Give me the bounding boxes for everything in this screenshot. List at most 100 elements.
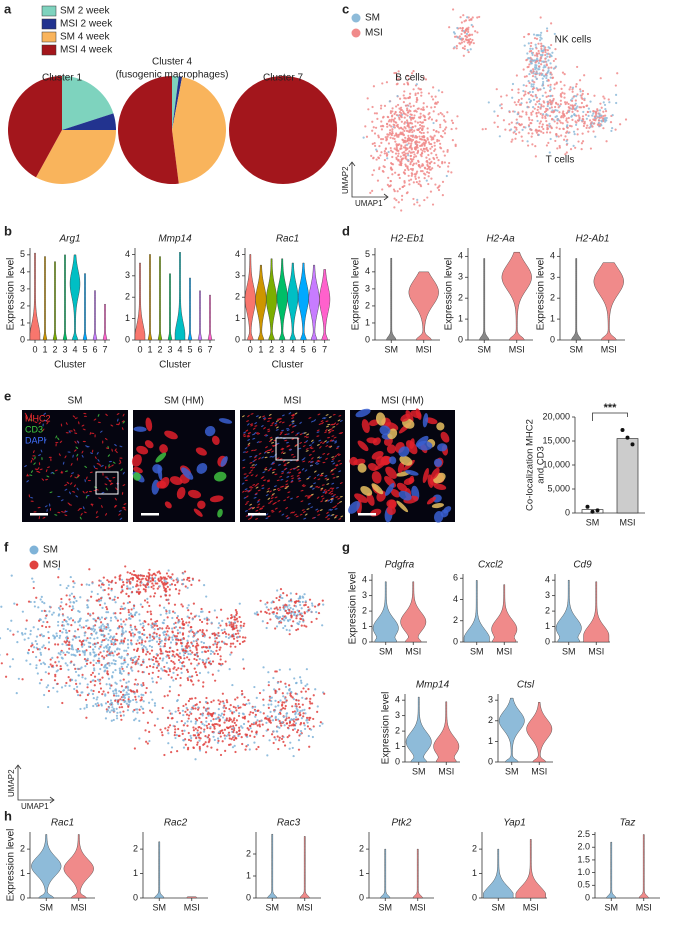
cell bbox=[288, 412, 292, 415]
umap-point bbox=[102, 576, 105, 579]
violin bbox=[319, 269, 331, 341]
cluster-label: T cells bbox=[546, 155, 575, 166]
umap-point bbox=[32, 580, 35, 583]
cell bbox=[276, 442, 280, 445]
umap-point bbox=[549, 88, 552, 91]
umap-point bbox=[186, 724, 189, 727]
umap-point bbox=[433, 149, 436, 153]
umap-point bbox=[582, 124, 585, 128]
umap-point bbox=[89, 651, 92, 655]
umap-point bbox=[557, 135, 560, 138]
cell bbox=[64, 510, 68, 513]
umap-point bbox=[467, 30, 470, 34]
umap-point bbox=[205, 696, 208, 700]
umap-point bbox=[264, 610, 267, 614]
umap-point bbox=[204, 707, 207, 710]
umap-point bbox=[110, 719, 113, 722]
cell bbox=[253, 431, 257, 435]
umap-point bbox=[207, 657, 210, 660]
umap-point bbox=[92, 643, 95, 646]
umap-point bbox=[431, 167, 434, 170]
violin bbox=[134, 262, 146, 341]
umap-point bbox=[151, 579, 155, 582]
umap-point bbox=[432, 128, 435, 132]
umap-point bbox=[147, 575, 150, 578]
umap-point bbox=[549, 114, 552, 117]
umap-point bbox=[207, 661, 211, 664]
umap-point bbox=[204, 700, 208, 704]
umap-point bbox=[573, 133, 576, 136]
umap-point bbox=[74, 630, 77, 633]
umap-point bbox=[130, 639, 133, 642]
umap-point bbox=[536, 108, 539, 111]
umap-point bbox=[413, 114, 416, 117]
umap-point bbox=[545, 27, 549, 30]
umap-point bbox=[142, 588, 145, 591]
umap-point bbox=[175, 638, 178, 641]
umap-point bbox=[215, 636, 218, 640]
umap-point bbox=[27, 648, 31, 652]
umap-point bbox=[89, 637, 92, 640]
violin-title: Rac1 bbox=[276, 234, 299, 245]
umap-point bbox=[39, 653, 43, 656]
cell bbox=[338, 470, 342, 473]
umap-point bbox=[471, 16, 474, 19]
umap-point bbox=[50, 665, 54, 668]
umap-point bbox=[414, 148, 417, 151]
umap-point bbox=[168, 636, 171, 639]
umap-point bbox=[112, 671, 115, 674]
x-axis-label: Cluster bbox=[272, 360, 304, 371]
umap-point bbox=[403, 172, 407, 175]
umap-point bbox=[288, 721, 291, 724]
cell bbox=[76, 487, 79, 491]
umap-point bbox=[300, 717, 304, 720]
umap-point bbox=[299, 603, 302, 607]
umap-point bbox=[183, 729, 186, 732]
umap-point bbox=[295, 628, 298, 632]
umap-point bbox=[141, 707, 145, 711]
umap-point bbox=[86, 637, 89, 640]
umap-point bbox=[531, 53, 534, 57]
umap-point bbox=[72, 601, 75, 604]
umap-point bbox=[379, 107, 383, 110]
umap-point bbox=[125, 681, 128, 684]
umap-point bbox=[163, 669, 166, 672]
umap-point bbox=[241, 742, 244, 746]
cell bbox=[271, 493, 276, 495]
y-axis-label: Expression level bbox=[381, 692, 392, 765]
umap-point bbox=[400, 120, 403, 123]
umap-point bbox=[148, 730, 151, 733]
umap-point bbox=[138, 631, 141, 635]
umap-point bbox=[407, 159, 410, 162]
umap-point bbox=[365, 135, 369, 138]
umap-point bbox=[445, 174, 448, 178]
umap-point bbox=[421, 149, 424, 152]
cell bbox=[260, 507, 263, 510]
umap-point bbox=[265, 721, 268, 724]
cell bbox=[282, 452, 286, 454]
umap-point bbox=[406, 74, 409, 78]
umap-point bbox=[412, 88, 415, 91]
umap-point bbox=[545, 63, 548, 66]
umap-point bbox=[199, 731, 202, 734]
umap-point bbox=[105, 606, 108, 609]
umap-point bbox=[391, 173, 394, 176]
cell bbox=[303, 517, 307, 520]
umap-point bbox=[99, 682, 102, 685]
umap-point bbox=[85, 703, 88, 707]
cell bbox=[115, 450, 118, 454]
umap-point bbox=[238, 629, 241, 632]
umap-point bbox=[235, 719, 238, 722]
umap-point bbox=[391, 137, 395, 140]
umap-point bbox=[147, 577, 151, 580]
umap-point bbox=[186, 670, 190, 674]
umap-point bbox=[193, 657, 196, 661]
umap-point bbox=[137, 670, 140, 673]
umap-point bbox=[174, 710, 177, 713]
umap-point bbox=[207, 736, 210, 739]
umap-point bbox=[559, 103, 562, 106]
umap-point bbox=[125, 592, 128, 595]
violin-title: Rac1 bbox=[51, 818, 74, 829]
cell bbox=[281, 513, 285, 516]
umap-point bbox=[274, 627, 277, 630]
